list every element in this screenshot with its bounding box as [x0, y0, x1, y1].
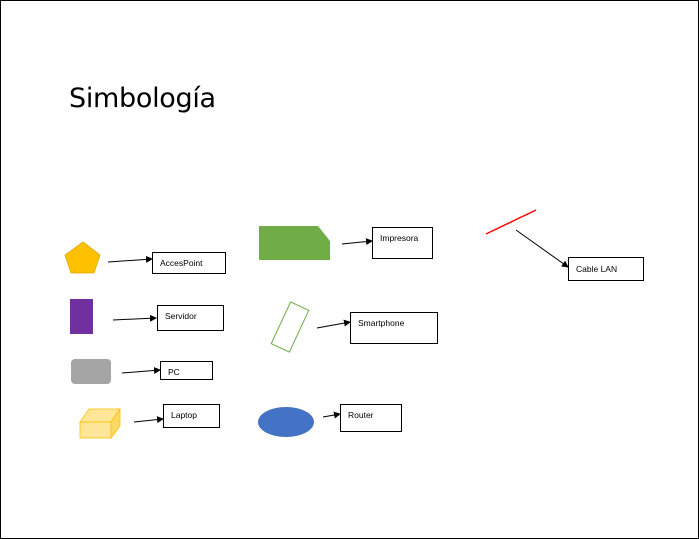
- label-router: Router: [340, 404, 402, 432]
- cable-lan-symbol: [485, 209, 537, 235]
- label-impresora: Impresora: [372, 227, 433, 259]
- laptop-arrow: [133, 416, 164, 424]
- label-accespoint: AccesPoint: [152, 252, 226, 274]
- label-pc: PC: [160, 361, 213, 380]
- pc-symbol: [71, 359, 111, 384]
- accespoint-symbol: [64, 241, 101, 274]
- cable-lan-arrow: [515, 229, 569, 268]
- label-cable-lan: Cable LAN: [568, 257, 644, 281]
- pc-arrow: [121, 366, 161, 374]
- accespoint-arrow: [107, 255, 153, 263]
- router-symbol: [258, 407, 314, 437]
- impresora-symbol: [259, 226, 330, 260]
- label-servidor: Servidor: [157, 305, 224, 331]
- label-laptop: Laptop: [163, 404, 220, 428]
- slide-title: Simbología: [69, 83, 216, 114]
- smartphone-symbol: [270, 301, 310, 353]
- label-smartphone: Smartphone: [350, 312, 438, 344]
- laptop-symbol-front: [79, 421, 112, 439]
- impresora-arrow: [341, 238, 373, 246]
- servidor-symbol: [70, 299, 93, 334]
- smartphone-arrow: [316, 319, 351, 329]
- servidor-arrow: [112, 314, 157, 322]
- router-arrow: [322, 411, 341, 419]
